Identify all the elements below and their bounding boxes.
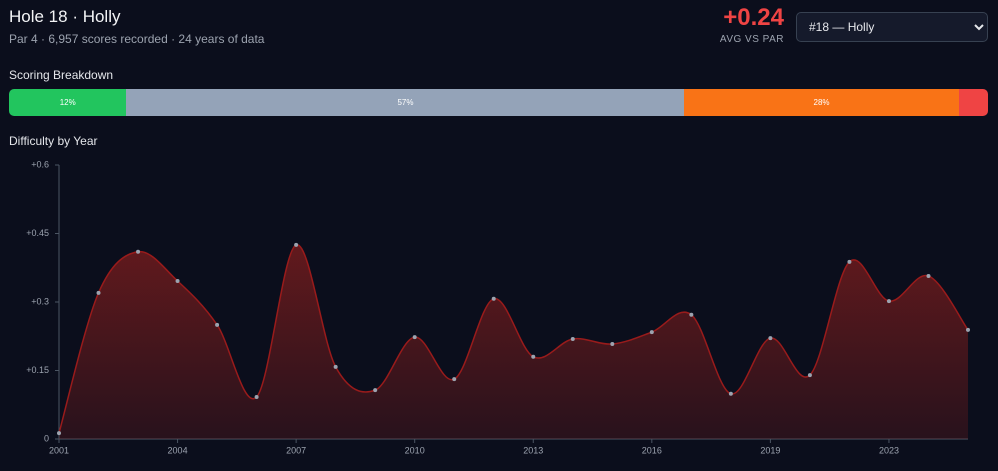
point xyxy=(807,373,812,378)
point xyxy=(333,364,338,369)
x-tick-label: 2007 xyxy=(286,445,306,455)
segment-label: 28% xyxy=(813,98,830,107)
stat: +0.24 AVG VS PAR xyxy=(720,4,784,45)
x-tick-label: 2023 xyxy=(879,445,899,455)
x-tick-label: 2010 xyxy=(405,445,425,455)
y-tick-label: 0 xyxy=(44,433,49,443)
point xyxy=(649,330,654,335)
point xyxy=(689,312,694,317)
point xyxy=(136,249,141,254)
y-tick-label: +0.15 xyxy=(26,365,49,375)
y-tick-label: +0.3 xyxy=(31,296,49,306)
point xyxy=(96,290,101,295)
stat-value: +0.24 xyxy=(723,4,784,31)
stat-label: AVG VS PAR xyxy=(719,34,784,45)
point xyxy=(728,391,733,396)
x-tick-label: 2004 xyxy=(168,445,188,455)
point xyxy=(768,336,773,341)
hole-title: Hole 18 · Holly xyxy=(9,7,121,26)
point xyxy=(610,342,615,347)
hole-subtitle: Par 4 · 6,957 scores recorded · 24 years… xyxy=(9,32,265,46)
area xyxy=(59,244,968,439)
section-title: Scoring Breakdown xyxy=(9,68,114,82)
x-tick-label: 2001 xyxy=(49,445,69,455)
segment-label: 57% xyxy=(397,98,414,107)
point xyxy=(570,336,575,341)
point xyxy=(491,296,496,301)
point xyxy=(373,388,378,393)
bar-segment xyxy=(958,89,988,116)
segment-label: 12% xyxy=(59,98,76,107)
chart: 0 +0.15 +0.3 +0.45 +0.6 2001 2004 2007 2010 2013 2… xyxy=(26,159,970,455)
point xyxy=(412,335,417,340)
point xyxy=(254,394,259,399)
point xyxy=(294,242,299,247)
bar-segment: 57% xyxy=(126,89,685,116)
bar-segment: 28% xyxy=(684,89,959,116)
point xyxy=(452,377,457,382)
point xyxy=(926,273,931,278)
point xyxy=(886,299,891,304)
point xyxy=(531,354,536,359)
x-tick-label: 2016 xyxy=(642,445,662,455)
point xyxy=(175,278,180,283)
bar-segment: 12% xyxy=(9,89,127,116)
section-title: Difficulty by Year xyxy=(9,134,98,148)
point xyxy=(966,327,970,332)
point xyxy=(847,259,852,264)
y-tick-label: +0.6 xyxy=(31,159,49,169)
point xyxy=(215,322,220,327)
hole-select[interactable]: #18 — Holly xyxy=(796,12,988,42)
y-tick-label: +0.45 xyxy=(26,228,49,238)
x-tick-label: 2019 xyxy=(760,445,780,455)
x-tick-label: 2013 xyxy=(523,445,543,455)
point xyxy=(57,431,61,436)
scoring-bar: 12% 57% 28% xyxy=(9,89,988,116)
